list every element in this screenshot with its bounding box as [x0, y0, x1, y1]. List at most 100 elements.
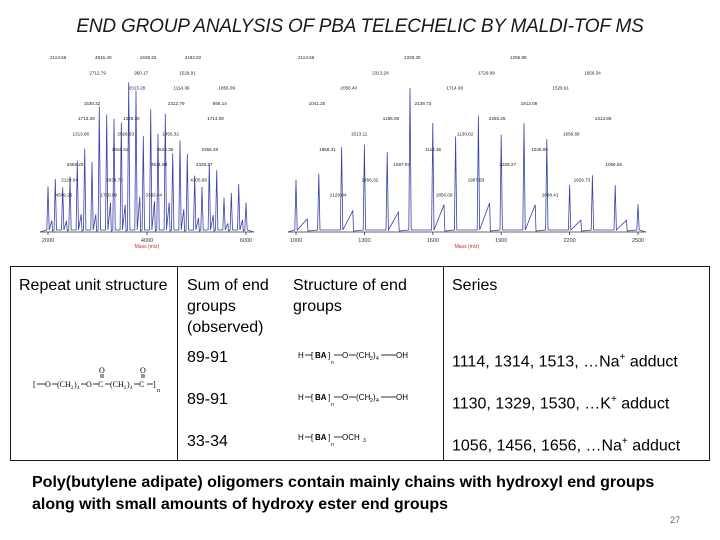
spectrum-right-tick-label: 1900: [495, 238, 507, 244]
svg-text:]: ]: [328, 433, 330, 442]
header-repeat-unit: Repeat unit structure: [19, 277, 168, 294]
spectrum-left-peak-label: 1729.99: [101, 193, 118, 198]
spectrum-right-peak-label: 2129.04: [330, 193, 347, 198]
maldi-spectrum-right: 1000 1300 1600 1900 2200 2500 Mass (m/z) 2113.5…: [284, 45, 654, 250]
svg-text:2: 2: [124, 386, 127, 391]
spectrum-right-peak-label: 1987.83: [468, 177, 485, 182]
spectrum-left-peak-label: 2013.28: [129, 86, 146, 91]
spectrum-left-tick-label: 2000: [42, 238, 54, 244]
row2-series: 1130, 1329, 1530, …K+ adduct: [452, 394, 670, 413]
svg-text:2: 2: [370, 356, 373, 362]
spectrum-right-tick-label: 2200: [563, 238, 575, 244]
spectrum-right-tick-label: 1000: [290, 238, 302, 244]
spectrum-left-peak-label: 1329.30: [123, 116, 140, 121]
spectrum-right-peak-label: 1041.25: [309, 101, 326, 106]
spectrum-right-peak-label: 1714.08: [446, 86, 463, 91]
spectrum-left-peak-label: 3916.31: [112, 147, 129, 152]
spectrum-left-peak-label: 950.17: [134, 70, 148, 75]
svg-text:4: 4: [130, 386, 133, 391]
spectrum-right-peak-label: 2113.56: [298, 55, 315, 60]
spectrum-left-trace: [39, 82, 255, 233]
svg-text:2: 2: [370, 398, 373, 404]
svg-text:H: H: [298, 393, 304, 402]
svg-text:]: ]: [153, 380, 156, 389]
svg-text:OH: OH: [396, 393, 408, 402]
spectrum-right-peak-label: 1856.31: [319, 147, 336, 152]
svg-text:O: O: [99, 366, 105, 375]
spectrum-left-peak-label: 1529.91: [179, 70, 196, 75]
svg-text:): ): [74, 380, 77, 389]
header-structure-end-groups: Structure of end groups: [293, 277, 407, 315]
svg-text:n: n: [331, 442, 334, 448]
slide-title: END GROUP ANALYSIS OF PBA TELECHELIC BY …: [76, 16, 644, 37]
svg-text:4: 4: [376, 356, 379, 362]
svg-text:(CH: (CH: [356, 351, 370, 360]
spectrum-left-peak-label: 3383.44: [145, 193, 162, 198]
spectrum-right-peak-label: 2088.41: [542, 193, 559, 198]
spectrum-right-peak-label: 2313.28: [372, 70, 389, 75]
row3-series: 1056, 1456, 1656, …Na+ adduct: [452, 436, 681, 455]
svg-text:H: H: [298, 433, 304, 442]
spectrum-left-peak-label: 2712.79: [89, 70, 106, 75]
svg-text:H: H: [298, 351, 304, 360]
spectrum-right-peak-label: 1529.91: [552, 86, 569, 91]
row1-end-group-structure: H [BA] n O (CH 2) 4 OH: [296, 343, 426, 369]
spectrum-left-peak-label: 2113.56: [50, 55, 67, 60]
spectrum-left-peak-label: 2926.63: [117, 132, 134, 137]
spectrum-left-peak-label: 1114.36: [174, 86, 190, 91]
svg-text:[: [: [311, 393, 314, 402]
spectrum-right-peak-label: 1185.08: [383, 116, 400, 121]
spectrum-right-tick-label: 2500: [632, 238, 644, 244]
spectrum-left-tick-label: 6000: [240, 238, 252, 244]
spectrum-right-peak-label: 1056.55: [605, 162, 622, 167]
spectrum-left-axis-label: Mass (m/z): [135, 244, 160, 250]
svg-text:C: C: [98, 380, 103, 389]
spectrum-left-peak-label: 1638.32: [140, 55, 157, 60]
svg-text:(CH: (CH: [110, 380, 124, 389]
svg-text:2: 2: [71, 386, 74, 391]
header-series: Series: [452, 277, 498, 294]
svg-text:O: O: [86, 380, 92, 389]
page-number: 27: [669, 515, 680, 525]
spectrum-right-peak-label: 1035.88: [531, 147, 548, 152]
spectrum-left-peak-label: 1713.29: [78, 116, 95, 121]
svg-text:n: n: [331, 360, 334, 366]
svg-text:3: 3: [363, 438, 366, 444]
svg-text:BA: BA: [315, 433, 327, 442]
svg-text:O: O: [45, 380, 51, 389]
spectrum-right-axis-label: Mass (m/z): [455, 244, 480, 250]
spectrum-right-peak-label: 1456.32: [362, 177, 379, 182]
svg-text:n: n: [331, 402, 334, 408]
spectrum-right-peak-label: 1313.86: [595, 116, 612, 121]
row1-series: 1114, 1314, 1513, …Na+ adduct: [452, 352, 678, 371]
spectrum-left-peak-label: 2555.25: [67, 162, 84, 167]
spectrum-right-peak-label: 1329.30: [404, 55, 421, 60]
svg-text:OH: OH: [396, 351, 408, 360]
svg-text:O: O: [140, 366, 146, 375]
spectrum-right-peak-label: 1929.73: [574, 177, 591, 182]
spectrum-left-peak-label: 4915.40: [95, 55, 112, 60]
spectrum-left-peak-label: 1714.08: [207, 116, 224, 121]
svg-text:BA: BA: [315, 351, 327, 360]
maldi-spectrum-left: 2000 4000 6000 Mass (m/z) 2113.56 2712.79 2013…: [36, 45, 262, 250]
spectrum-left-peak-label: 1856.09: [218, 86, 235, 91]
spectrum-right-peak-label: 2255.25: [489, 116, 506, 121]
header-sum-end-groups: Sum of end groups (observed): [187, 277, 269, 336]
row2-sum: 89-91: [187, 391, 228, 408]
svg-text:[: [: [311, 351, 314, 360]
svg-text:4: 4: [376, 398, 379, 404]
svg-text:(CH: (CH: [57, 380, 71, 389]
svg-text:4: 4: [77, 386, 80, 391]
spectrum-right-peak-label: 1912.08: [521, 101, 538, 106]
spectrum-right-peak-label: 1513.11: [351, 132, 368, 137]
spectrum-left-tick-label: 4000: [141, 238, 153, 244]
spectrum-right-peak-label: 1729.99: [478, 70, 495, 75]
spectrum-right-peak-label: 1256.89: [510, 55, 527, 60]
spectrum-right-tick-label: 1600: [427, 238, 439, 244]
svg-text:]: ]: [328, 393, 330, 402]
spectrum-right-peak-label: 1587.97: [393, 162, 410, 167]
svg-text:[: [: [33, 380, 36, 389]
spectrum-right-peak-label: 1656.34: [584, 70, 601, 75]
spectrum-left-peak-label: 1456.32: [162, 132, 179, 137]
svg-text:): ): [373, 351, 376, 360]
